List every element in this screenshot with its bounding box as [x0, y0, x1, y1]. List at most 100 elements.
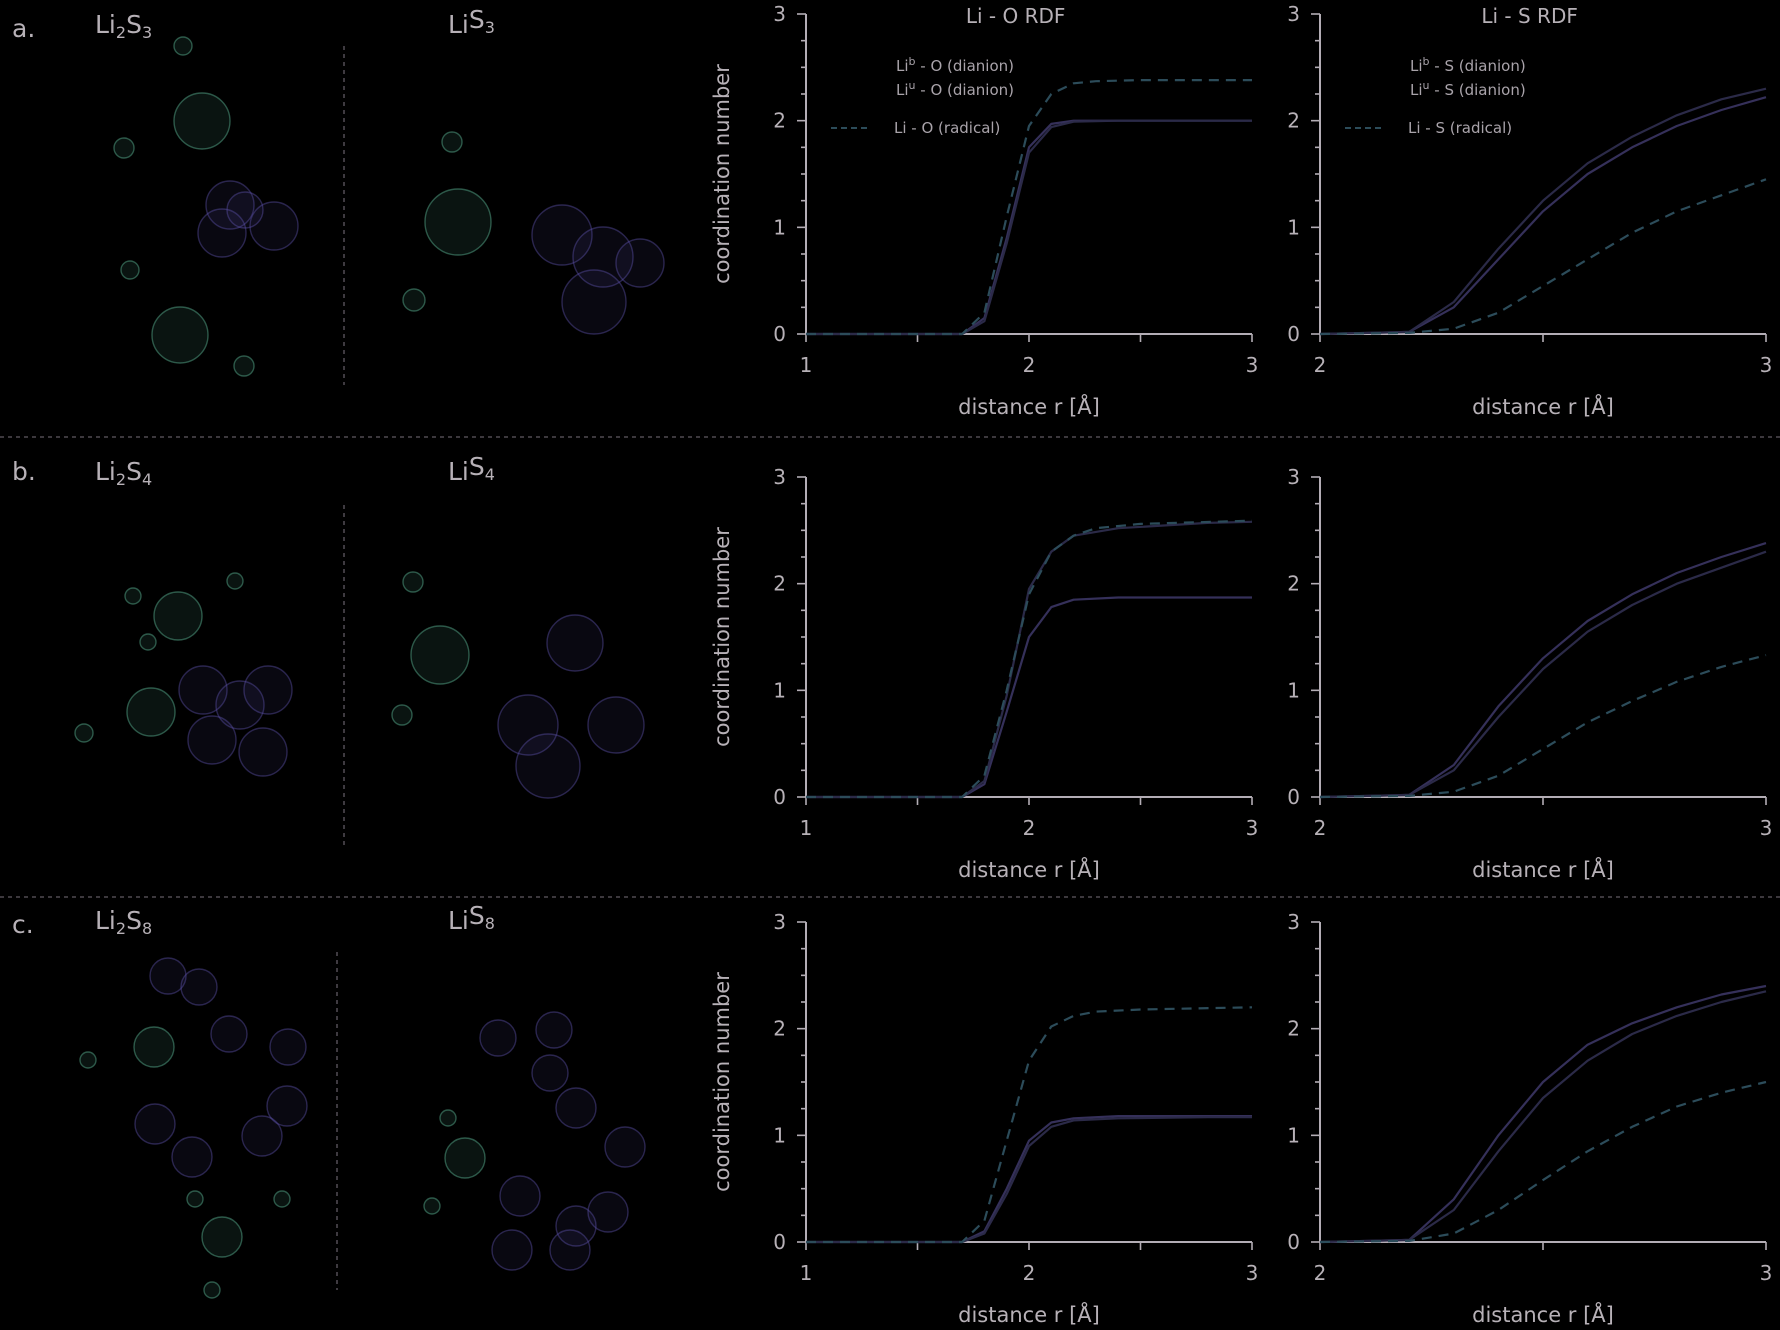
sulfur-atom [562, 270, 626, 334]
sulfur-atom [556, 1088, 596, 1128]
y-tick-label: 3 [773, 2, 786, 26]
x-tick-label: 2 [1314, 353, 1327, 377]
y-tick-label: 1 [773, 1123, 786, 1147]
sulfur-atom [492, 1230, 532, 1270]
legend-entry: Lib - O (dianion) [896, 55, 1014, 75]
y-tick-label: 1 [773, 678, 786, 702]
x-tick-label: 2 [1314, 816, 1327, 840]
series-line-bridging [806, 1116, 1252, 1242]
lithium-atom [154, 592, 202, 640]
series-line-radical [806, 1007, 1252, 1242]
sulfur-atom [172, 1137, 212, 1177]
y-tick-label: 2 [1287, 1017, 1300, 1041]
sulfur-atom [547, 615, 603, 671]
y-tick-label: 3 [773, 465, 786, 489]
y-axis-label: coordination number [710, 64, 734, 284]
x-tick-label: 2 [1023, 353, 1036, 377]
sulfur-atom [480, 1020, 516, 1056]
lithium-atom [134, 1027, 174, 1067]
series-line-unbridged [806, 121, 1252, 334]
legend-entry: Lib - S (dianion) [1410, 55, 1526, 75]
panel-label: b. [12, 457, 36, 486]
sulfur-atom [227, 192, 263, 228]
series-line-radical [806, 80, 1252, 334]
x-axis-label: distance r [Å] [958, 856, 1100, 882]
x-tick-label: 2 [1023, 816, 1036, 840]
lithium-atom [403, 289, 425, 311]
sulfur-atom [516, 734, 580, 798]
lithium-atom [174, 37, 192, 55]
lithium-atom [411, 626, 469, 684]
series-line-unbridged [806, 1117, 1252, 1242]
sulfur-atom [588, 697, 644, 753]
chart-title: Li - O RDF [966, 4, 1066, 28]
lithium-atom [403, 572, 423, 592]
lithium-atom [445, 1138, 485, 1178]
series-line-bridging [1320, 97, 1766, 334]
sulfur-atom [242, 1116, 282, 1156]
sulfur-atom [181, 969, 217, 1005]
series-line-radical [806, 521, 1252, 797]
lithium-atom [80, 1052, 96, 1068]
y-tick-label: 1 [773, 215, 786, 239]
rdf-chart: 0 1 2 3 2 3 distance r [Å] [1287, 910, 1772, 1327]
y-tick-label: 0 [1287, 1230, 1300, 1254]
sulfur-atom [244, 666, 292, 714]
sulfur-atom [135, 1104, 175, 1144]
sulfur-atom [239, 728, 287, 776]
x-axis-label: distance r [Å] [1472, 1301, 1614, 1327]
lithium-atom [187, 1191, 203, 1207]
y-tick-label: 0 [1287, 785, 1300, 809]
x-axis-label: distance r [Å] [1472, 393, 1614, 419]
lithium-atom [227, 573, 243, 589]
x-tick-label: 3 [1760, 1261, 1773, 1285]
series-line-unbridged [806, 522, 1252, 797]
y-tick-label: 2 [1287, 572, 1300, 596]
lithium-atom [392, 705, 412, 725]
x-tick-label: 3 [1760, 816, 1773, 840]
rdf-chart: 01231 2 3distance r [Å]coordination number [710, 465, 1258, 882]
lithium-atom [442, 132, 462, 152]
y-tick-label: 0 [773, 322, 786, 346]
x-axis-label: distance r [Å] [1472, 856, 1614, 882]
lithium-atom [274, 1191, 290, 1207]
lithium-atom [234, 356, 254, 376]
sulfur-atom [500, 1176, 540, 1216]
lithium-atom [140, 634, 156, 650]
lithium-atom [424, 1198, 440, 1214]
y-tick-label: 1 [1287, 215, 1300, 239]
molecule-label-dianion: Li2S8 [95, 906, 152, 938]
y-tick-label: 3 [1287, 910, 1300, 934]
sulfur-atom [188, 716, 236, 764]
series-line-radical [1320, 179, 1766, 334]
y-tick-label: 2 [773, 109, 786, 133]
x-tick-label: 3 [1760, 353, 1773, 377]
lithium-atom [174, 93, 230, 149]
y-tick-label: 0 [773, 785, 786, 809]
x-tick-label: 1 [800, 353, 813, 377]
x-axis-label: distance r [Å] [958, 1301, 1100, 1327]
y-tick-label: 1 [1287, 1123, 1300, 1147]
sulfur-atom [550, 1230, 590, 1270]
series-line-bridging [1320, 986, 1766, 1242]
x-tick-label: 3 [1246, 816, 1259, 840]
sulfur-atom [536, 1012, 572, 1048]
lithium-atom [75, 724, 93, 742]
lithium-atom [125, 588, 141, 604]
series-line-radical [1320, 1082, 1766, 1242]
lithium-atom [114, 138, 134, 158]
rdf-chart: 0 1 2 3 2 3 distance r [Å] [1287, 465, 1772, 882]
molecule-label-radical: LiS3 [448, 5, 495, 39]
x-tick-label: 1 [800, 816, 813, 840]
molecule-label-dianion: Li2S3 [95, 10, 152, 42]
sulfur-atom [270, 1029, 306, 1065]
y-axis-label: coordination number [710, 527, 734, 747]
molecule-label-dianion: Li2S4 [95, 457, 152, 489]
lithium-atom [121, 261, 139, 279]
y-tick-label: 3 [1287, 465, 1300, 489]
x-tick-label: 2 [1314, 1261, 1327, 1285]
x-axis-label: distance r [Å] [958, 393, 1100, 419]
